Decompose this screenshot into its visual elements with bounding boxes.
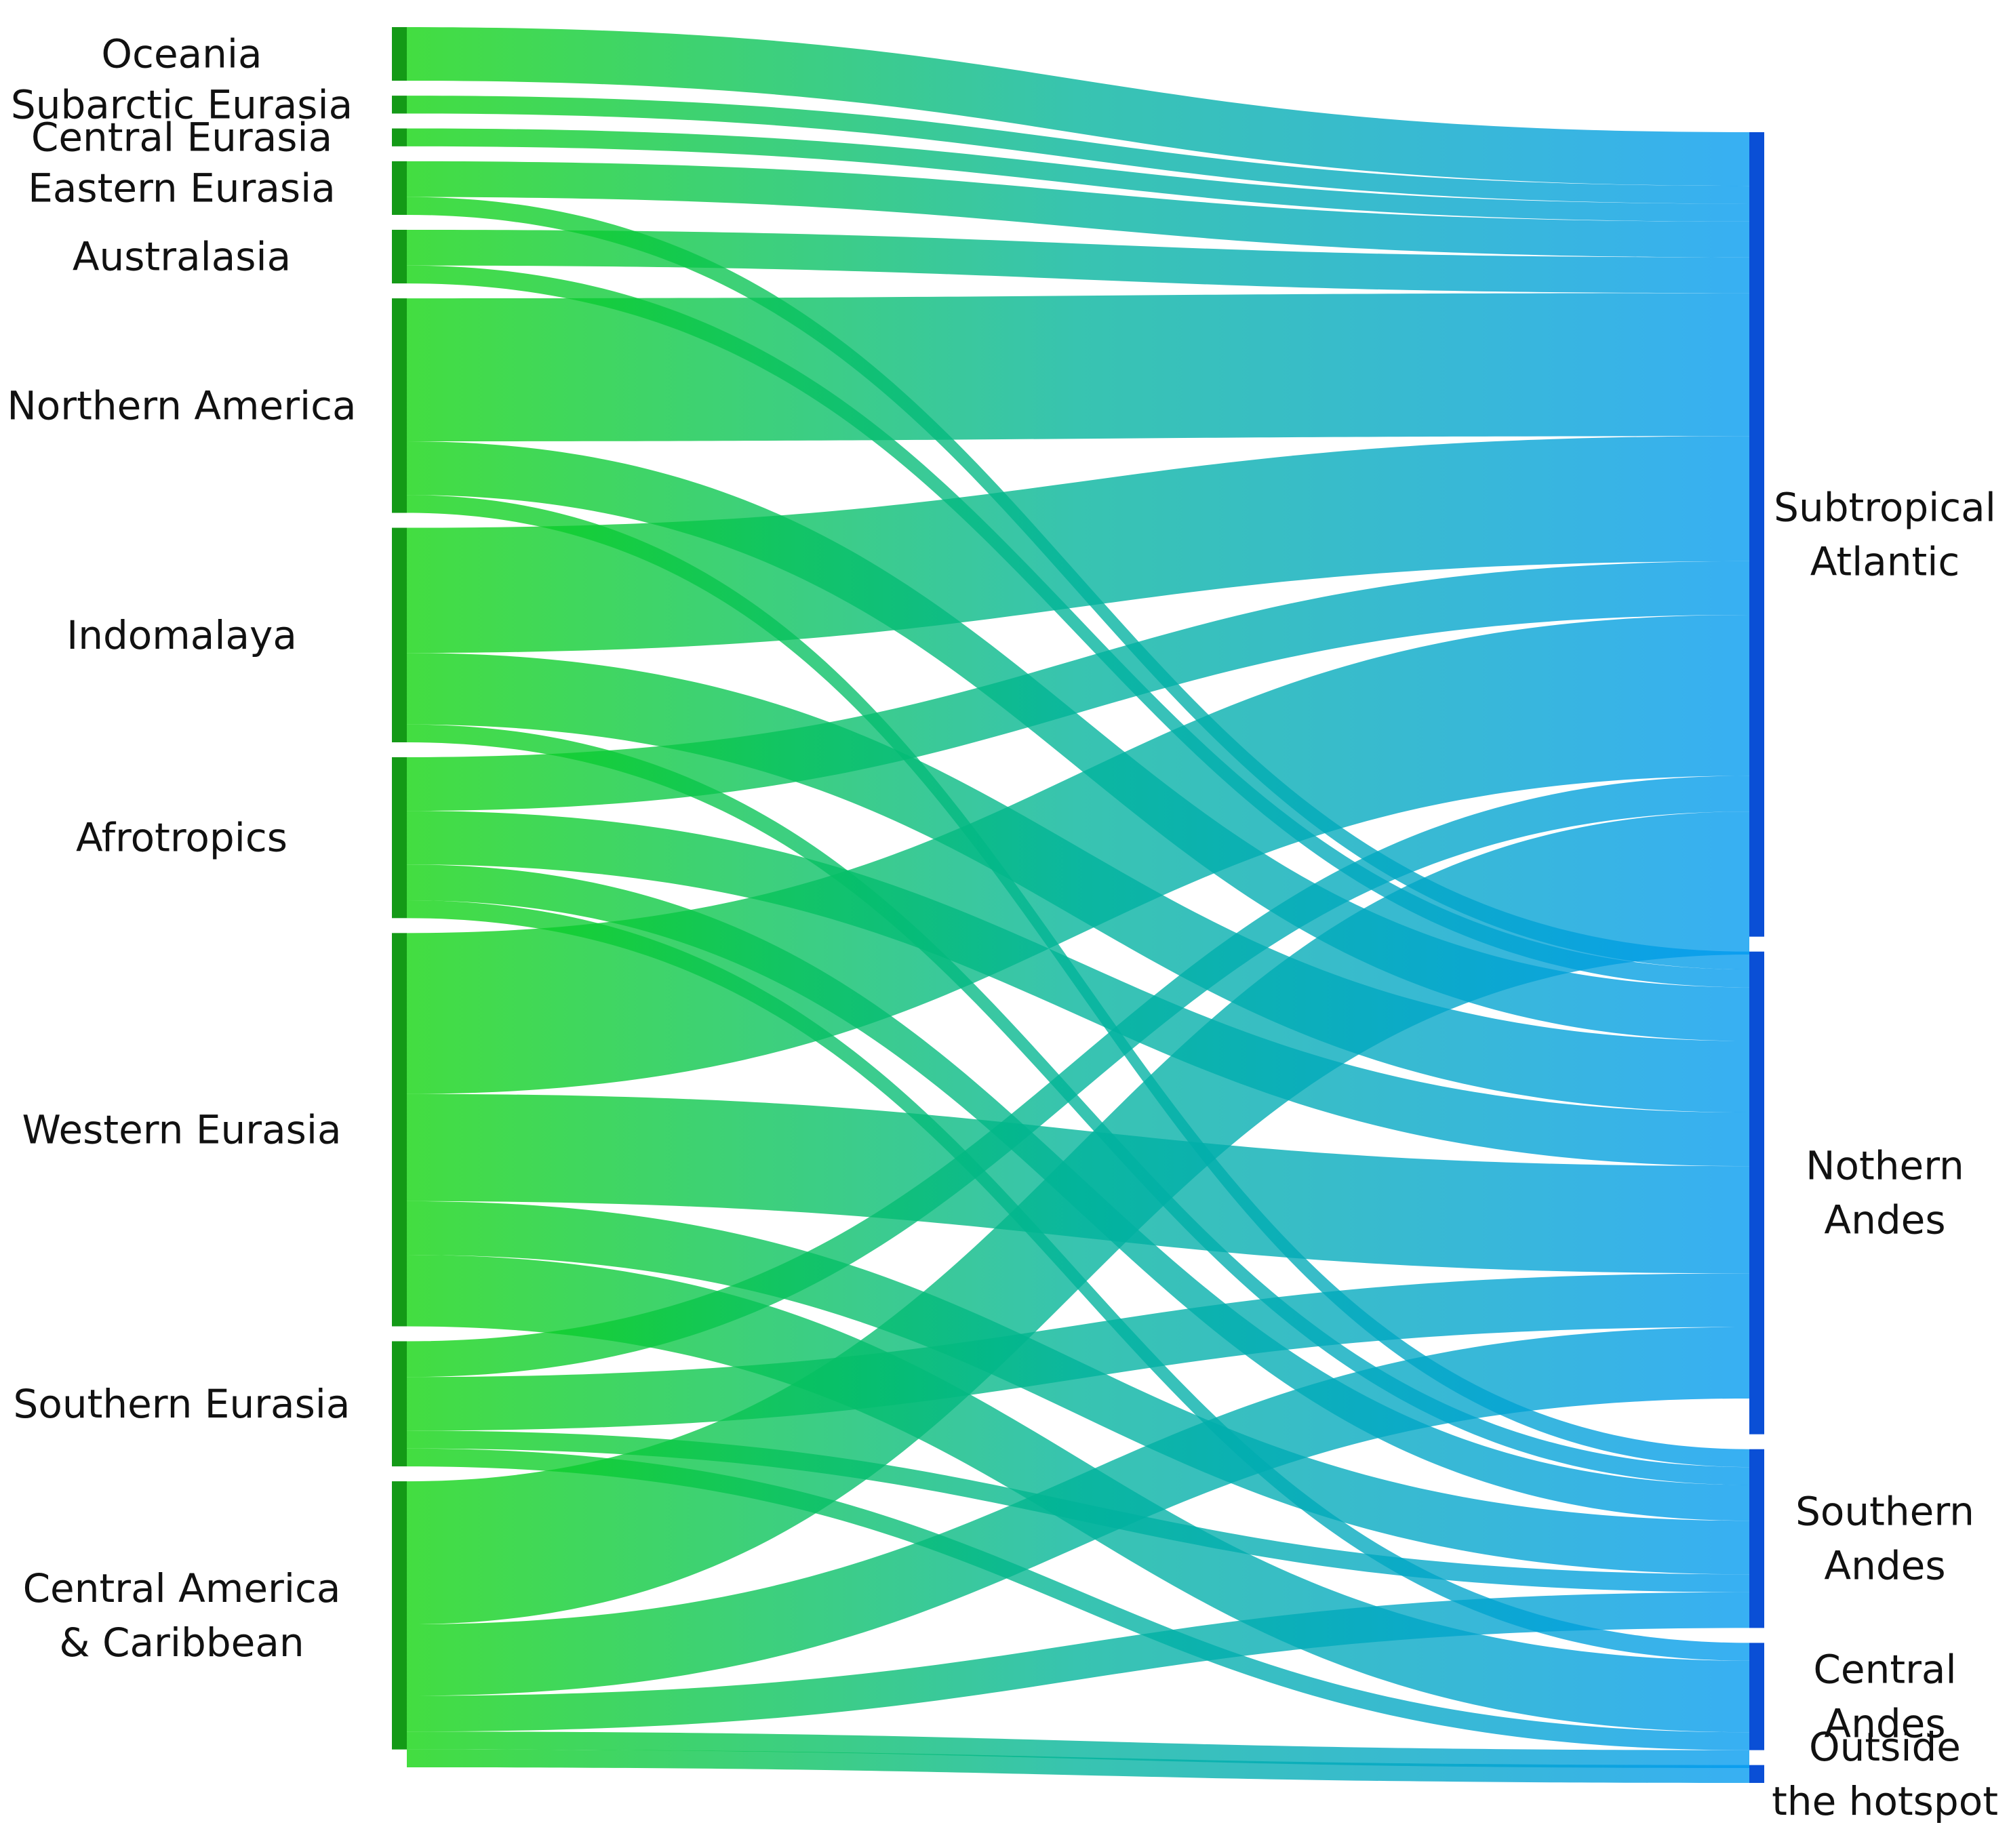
- target-label-subtropical_atlantic-line-1: Subtropical: [1774, 484, 1996, 530]
- target-node-subtropical_atlantic: [1749, 132, 1764, 937]
- source-label-southern_eurasia: Southern Eurasia: [14, 1381, 351, 1427]
- flow-southern_eurasia-to-subtropical_atlantic: [407, 776, 1749, 1378]
- flow-central_america-to-subtropical_atlantic: [407, 811, 1749, 1625]
- flow-northern_america-to-subtropical_atlantic: [407, 293, 1749, 442]
- flows-layer: [407, 27, 1749, 1783]
- flow-eastern_eurasia-to-subtropical_atlantic: [407, 161, 1749, 258]
- flow-northern_america-to-northern_andes: [407, 441, 1749, 1041]
- source-label-northern_america: Northern America: [7, 382, 356, 428]
- flow-central_eurasia-to-subtropical_atlantic: [407, 128, 1749, 222]
- source-label-central_america-line-2: & Caribbean: [59, 1620, 304, 1666]
- flow-australasia-to-subtropical_atlantic: [407, 229, 1749, 294]
- flow-central_america-to-central_andes: [407, 1731, 1749, 1768]
- target-label-subtropical_atlantic-line-2: Atlantic: [1810, 538, 1960, 584]
- target-bars: [1749, 132, 1764, 1783]
- source-node-eastern_eurasia: [392, 161, 407, 215]
- target-label-northern_andes-line-1: Nothern: [1806, 1143, 1964, 1189]
- flow-southern_eurasia-to-central_andes: [407, 1448, 1749, 1750]
- target-label-outside-line-1: Outside: [1809, 1724, 1961, 1770]
- flow-indomalaya-to-southern_andes: [407, 724, 1749, 1485]
- target-label-southern_andes-line-1: Southern: [1795, 1489, 1974, 1535]
- flow-western_eurasia-to-subtropical_atlantic: [407, 615, 1749, 1094]
- source-label-australasia: Australasia: [73, 234, 291, 280]
- target-label-northern_andes-line-2: Andes: [1824, 1197, 1945, 1243]
- target-node-northern_andes: [1749, 951, 1764, 1434]
- flow-afrotropics-to-subtropical_atlantic: [407, 561, 1749, 811]
- source-label-afrotropics: Afrotropics: [76, 815, 287, 861]
- source-label-indomalaya: Indomalaya: [66, 612, 297, 658]
- source-node-western_eurasia: [392, 933, 407, 1327]
- source-label-oceania: Oceania: [101, 31, 262, 77]
- source-label-subarctic: Subarctic Eurasia: [11, 81, 353, 127]
- target-label-southern_andes-line-2: Andes: [1824, 1543, 1945, 1589]
- target-label-central_andes-line-2: Andes: [1824, 1701, 1945, 1747]
- target-node-central_andes: [1749, 1643, 1764, 1750]
- target-node-outside: [1749, 1765, 1764, 1783]
- flow-subarctic-to-subtropical_atlantic: [407, 96, 1749, 204]
- target-label-central_andes-line-1: Central: [1813, 1647, 1956, 1693]
- source-label-eastern_eurasia: Eastern Eurasia: [28, 165, 336, 211]
- target-label-outside-line-2: the hotspot: [1772, 1778, 1998, 1824]
- flow-indomalaya-to-subtropical_atlantic: [407, 436, 1749, 654]
- source-bars: [392, 27, 407, 1750]
- flow-western_eurasia-to-southern_andes: [407, 1201, 1749, 1575]
- source-node-oceania: [392, 27, 407, 81]
- target-node-southern_andes: [1749, 1449, 1764, 1628]
- source-label-western_eurasia: Western Eurasia: [22, 1106, 342, 1152]
- source-node-afrotropics: [392, 757, 407, 919]
- source-node-northern_america: [392, 298, 407, 513]
- flow-australasia-to-northern_andes: [407, 265, 1749, 988]
- flow-central_america-to-northern_andes: [407, 1327, 1749, 1696]
- source-node-subarctic: [392, 96, 407, 114]
- target-labels: Subtropical Atlantic Nothern Andes Southern A…: [1772, 484, 1998, 1824]
- source-label-central_eurasia: Central Eurasia: [31, 115, 332, 161]
- flow-central_america-to-southern_andes: [407, 1592, 1749, 1732]
- flow-oceania-to-subtropical_atlantic: [407, 27, 1749, 186]
- source-node-australasia: [392, 229, 407, 284]
- source-node-southern_eurasia: [392, 1341, 407, 1467]
- flow-afrotropics-to-northern_andes: [407, 811, 1749, 1167]
- flow-central_america-to-outside: [407, 1749, 1749, 1783]
- source-node-indomalaya: [392, 527, 407, 742]
- source-node-central_eurasia: [392, 128, 407, 146]
- source-node-central_america: [392, 1481, 407, 1750]
- source-label-central_america-line-1: Central America: [23, 1565, 341, 1611]
- flow-southern_eurasia-to-northern_andes: [407, 1273, 1749, 1431]
